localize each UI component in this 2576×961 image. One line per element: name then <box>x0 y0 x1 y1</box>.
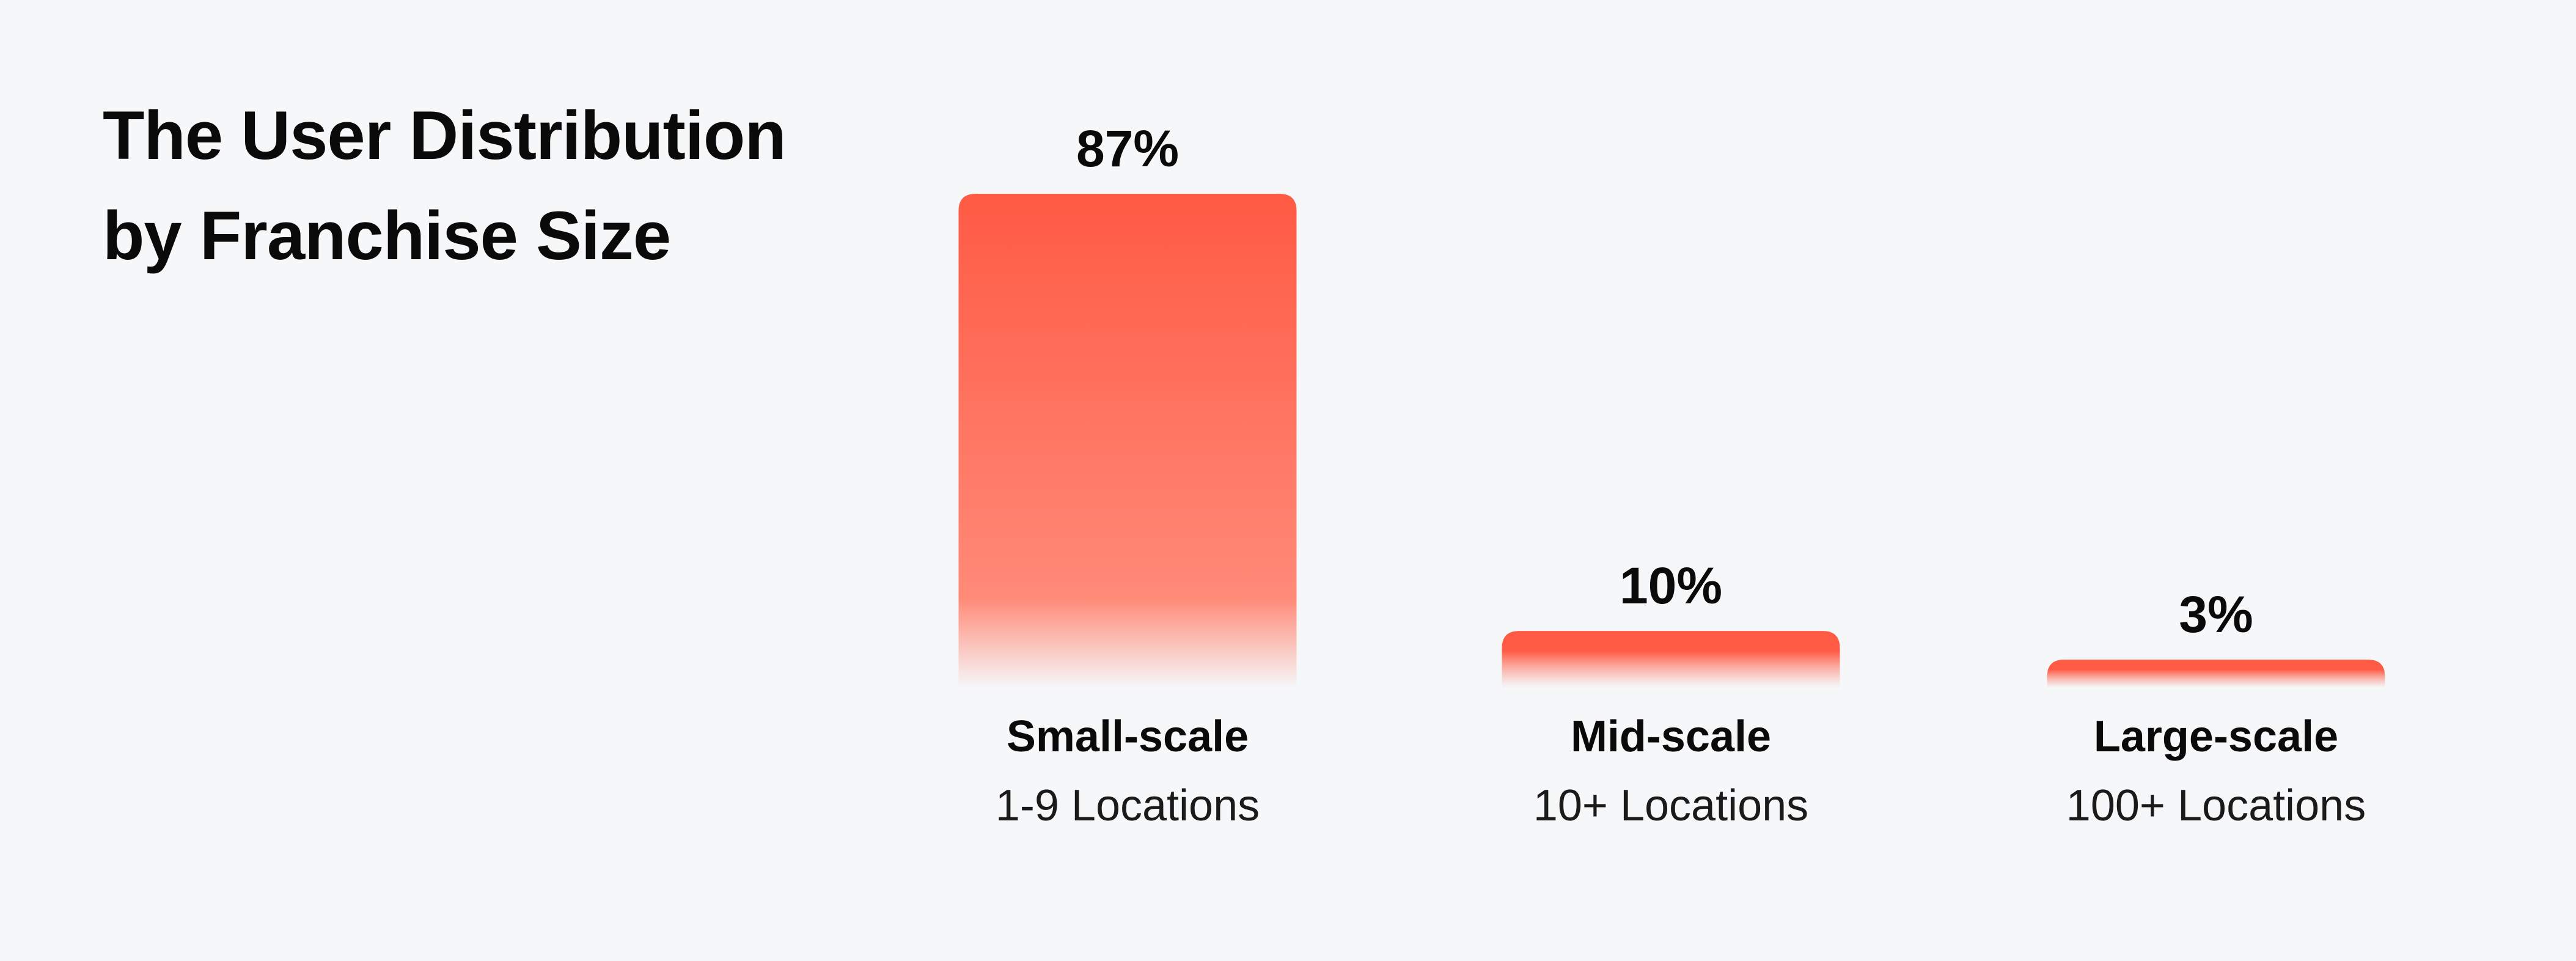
category-label: Large-scale <box>2094 712 2338 761</box>
bar-large-scale <box>2047 660 2385 688</box>
bar-small-scale <box>958 194 1297 688</box>
chart-title: The User Distribution by Franchise Size <box>103 86 885 286</box>
category-label: Mid-scale <box>1571 712 1771 761</box>
chart-title-line-2: by Franchise Size <box>103 197 671 274</box>
category-label: Small-scale <box>1007 712 1249 761</box>
bars-layer <box>958 194 2385 688</box>
value-label: 3% <box>2179 586 2253 643</box>
labels-layer: 87% Small-scale 1-9 Locations 10% Mid-scale 1… <box>996 120 2366 830</box>
value-label: 87% <box>1076 120 1179 177</box>
value-label: 10% <box>1620 557 1722 614</box>
bar-mid-scale <box>1502 631 1840 688</box>
category-sublabel: 1-9 Locations <box>996 781 1260 830</box>
chart-title-line-1: The User Distribution <box>103 97 787 174</box>
category-sublabel: 100+ Locations <box>2066 781 2366 830</box>
category-sublabel: 10+ Locations <box>1533 781 1808 830</box>
